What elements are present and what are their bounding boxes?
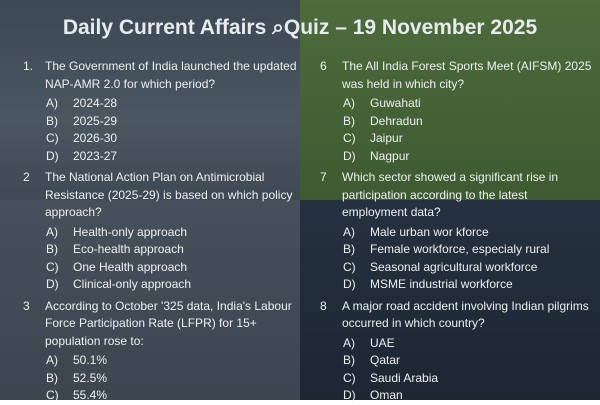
option-text: Qatar [370,353,401,367]
option-text: 50.1% [73,353,108,367]
option-letter: C) [343,131,356,145]
question-2: 2 The National Action Plan on Antimicrob… [23,169,297,294]
option[interactable]: D) 2023-27 [45,148,297,166]
option-text: UAE [370,335,395,350]
option-letter: B) [46,370,58,385]
option[interactable]: B) 52.5% [45,370,297,388]
option[interactable]: A) Male urban wor kforce [342,224,594,242]
option[interactable]: A) UAE [342,335,594,353]
option[interactable]: D) Oman [342,387,594,405]
option-text: Seasonal agricultural workforce [370,259,538,274]
option[interactable]: A) 50.1% [45,352,297,370]
option[interactable]: C) Saudi Arabia [342,370,594,388]
option-text: MSME industrial workforce [370,277,513,291]
option[interactable]: A) Guwahati [342,95,594,113]
option-letter: A) [343,224,355,239]
option-letter: C) [46,388,59,402]
question-number: 3 [23,298,30,313]
background-photo-field [300,0,600,200]
question-number: 7 [320,170,327,184]
option-text: Male urban wor kforce [370,224,489,239]
option-letter: A) [46,224,58,239]
option-letter: C) [46,259,59,274]
option[interactable]: C) 2026-30 [45,130,297,148]
option-letter: A) [343,335,355,350]
option-letter: A) [343,96,355,110]
option-text: 2026-30 [73,131,118,145]
option-text: Guwahati [370,96,421,110]
option[interactable]: A) 2024-28 [45,95,297,113]
question-number: 1. [23,59,34,73]
option-text: Female workforce, especialy rural [370,242,550,256]
option[interactable]: B) Dehradun [342,113,594,131]
option-text: 2024-28 [73,96,118,110]
option-letter: D) [46,148,59,163]
questions-left-column: 1. The Government of India launched the … [23,58,297,405]
option-text: Clinical-only approach [73,277,192,291]
option[interactable]: C) One Health approach [45,259,297,277]
background-photo-water [0,0,300,200]
option-letter: C) [343,370,356,385]
option-letter: D) [343,148,356,163]
option[interactable]: C) Jaipur [342,130,594,148]
question-8: 8 A major road accident involving Indian… [320,298,594,405]
option-text: Nagpur [370,148,410,163]
option-text: Dehradun [370,113,423,128]
option[interactable]: C) Seasonal agricultural workforce [342,259,594,277]
question-number: 6 [320,59,327,73]
option-letter: B) [343,353,355,367]
option[interactable]: D) MSME industrial workforce [342,276,594,294]
option-letter: C) [343,259,356,274]
option-text: Jaipur [370,131,403,145]
option-text: Oman [370,388,403,402]
question-6: 6 The All India Forest Sports Meet (AIFS… [320,58,594,166]
question-1: 1. The Government of India launched the … [23,58,297,166]
option[interactable]: D) Clinical-only approach [45,276,297,294]
option-letter: B) [46,242,58,256]
page-title: Daily Current Affairs ⌕Quiz – 19 Novembe… [62,16,538,39]
option[interactable]: D) Nagpur [342,148,594,166]
background-photo-crowd [0,200,300,400]
question-number: 8 [320,298,327,313]
option-text: One Health approach [73,259,188,274]
option-text: 2025-29 [73,113,118,128]
option[interactable]: B) Female workforce, especialy rural [342,241,594,259]
option-letter: D) [46,277,59,291]
option-text: 52.5% [73,370,108,385]
questions-right-column: 6 The All India Forest Sports Meet (AIFS… [320,58,594,405]
question-text: The All India Forest Sports Meet (AIFSM)… [342,59,592,91]
question-text: According to October '325 data, India's … [45,298,292,348]
background-photo-night [300,200,600,400]
question-7: 7 Which sector showed a significant rise… [320,169,594,294]
option-letter: A) [46,96,58,110]
option-letter: D) [343,277,356,291]
option[interactable]: B) Qatar [342,352,594,370]
option-text: 55.4% [73,388,108,402]
option[interactable]: A) Health-only approach [45,224,297,242]
option-letter: B) [343,242,355,256]
option[interactable]: B) 2025-29 [45,113,297,131]
question-text: The Government of India launched the upd… [45,59,297,91]
option[interactable]: C) 55.4% [45,387,297,405]
option-text: 2023-27 [73,148,118,163]
question-text: A major road accident involving Indian p… [342,298,589,331]
question-text: The National Action Plan on Antimicrobia… [45,170,293,219]
option-text: Eco-health approach [73,242,184,256]
option-letter: B) [46,113,58,128]
option-letter: D) [343,388,356,402]
question-3: 3 According to October '325 data, India'… [23,298,297,405]
option-text: Health-only approach [73,224,188,239]
option-letter: C) [46,131,59,145]
question-number: 2 [23,170,30,184]
option-letter: B) [343,113,355,128]
option-letter: A) [46,353,58,367]
option[interactable]: B) Eco-health approach [45,241,297,259]
option-text: Saudi Arabia [370,370,439,385]
question-text: Which sector showed a significant rise i… [342,170,559,219]
